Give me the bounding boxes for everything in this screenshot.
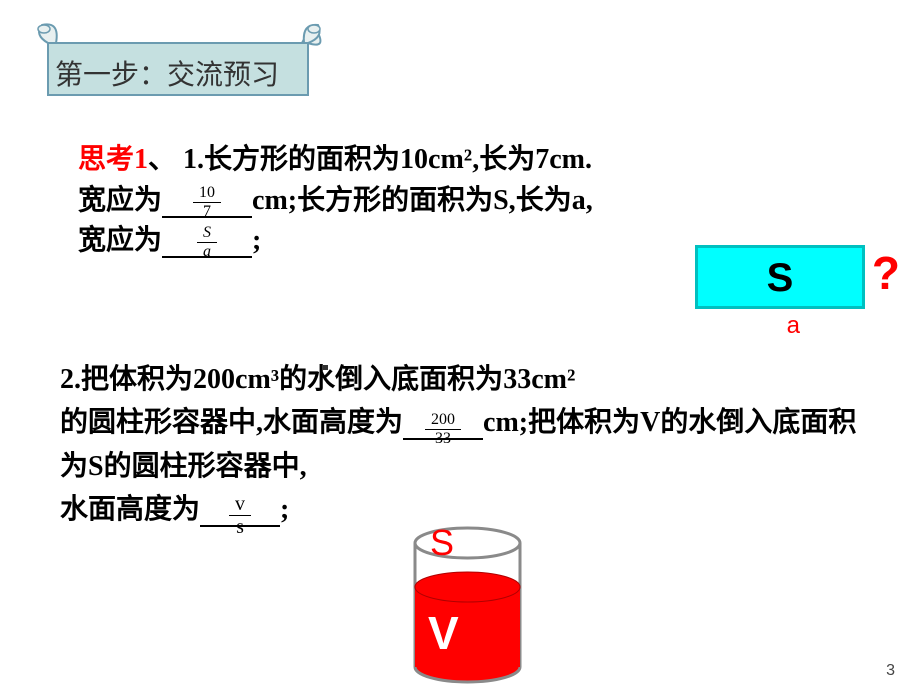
q2-frac2: vs xyxy=(229,494,251,537)
question-2: 2.把体积为200cm³的水倒入底面积为33cm² 的圆柱形容器中,水面高度为2… xyxy=(60,358,870,532)
q1-var1: S, xyxy=(493,185,516,216)
q2-t1: 把体积为 xyxy=(81,364,193,395)
q1-len: 7cm. xyxy=(535,144,592,175)
q1-t4: 长方形的面积为 xyxy=(297,185,493,216)
q2-num: 2. xyxy=(60,364,81,395)
rect-s-label: S xyxy=(767,256,794,300)
q2-vol1: 200cm³ xyxy=(193,364,279,395)
q1-t2: 长为 xyxy=(479,144,535,175)
q1-frac2: Sa xyxy=(197,225,217,260)
q1-sep: 、 xyxy=(148,144,176,175)
q1-unit1: cm; xyxy=(252,185,297,216)
q2-blank1: 20033 xyxy=(403,410,483,441)
banner-text: 第一步：交流预习 xyxy=(55,53,279,93)
q2-t2: 的水倒入底面积为 xyxy=(279,364,503,395)
q1-semi: ; xyxy=(252,225,261,256)
q2-varS: S xyxy=(88,451,104,482)
q1-area: 10cm², xyxy=(400,144,479,175)
q2-t7: 水面高度为 xyxy=(60,494,200,525)
q1-var2: a, xyxy=(572,185,593,216)
q2-t3: 的圆柱形容器中,水面高度为 xyxy=(60,407,403,438)
q2-t6: 的圆柱形容器中, xyxy=(104,451,307,482)
rectangle-diagram: S xyxy=(695,245,865,309)
q2-unit1: cm; xyxy=(483,407,528,438)
q2-t4: 把体积为 xyxy=(528,407,640,438)
q1-t5: 长为 xyxy=(516,185,572,216)
q2-semi: ; xyxy=(280,494,289,525)
q1-t1: 长方形的面积为 xyxy=(204,144,400,175)
q1-num: 1. xyxy=(183,144,204,175)
page-number: 3 xyxy=(886,662,895,680)
rect-a-label: a xyxy=(787,312,800,340)
q1-t3: 宽应为 xyxy=(78,185,162,216)
question-mark: ? xyxy=(872,246,900,300)
q1-blank2: Sa xyxy=(162,227,252,258)
q2-frac1: 20033 xyxy=(425,412,461,447)
q1-label: 思考1 xyxy=(78,144,148,175)
q1-blank1: 107 xyxy=(162,187,252,218)
q1-frac1: 107 xyxy=(193,185,221,220)
q1-t6: 宽应为 xyxy=(78,225,162,256)
question-1: 思考1、 1.长方形的面积为10cm²,长为7cm. 宽应为107cm;长方形的… xyxy=(78,140,838,262)
q2-varV: V xyxy=(640,407,660,438)
cylinder-diagram xyxy=(405,525,530,690)
cylinder-v-label: V xyxy=(428,606,459,660)
q2-area1: 33cm² xyxy=(503,364,575,395)
cylinder-s-label: S xyxy=(430,522,454,564)
q2-blank2: vs xyxy=(200,496,280,527)
